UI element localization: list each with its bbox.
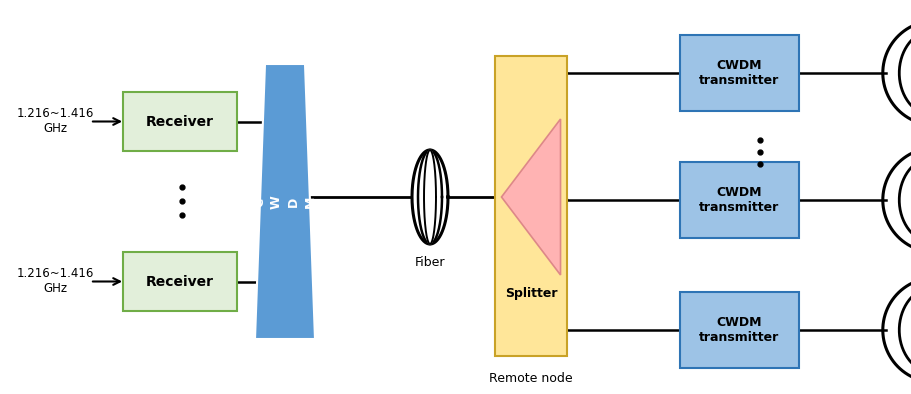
Text: CWDM
transmitter: CWDM transmitter <box>699 59 779 87</box>
Text: 1.216~1.416
GHz: 1.216~1.416 GHz <box>16 107 94 135</box>
Polygon shape <box>424 150 435 244</box>
FancyBboxPatch shape <box>680 162 798 238</box>
Polygon shape <box>501 119 560 275</box>
Polygon shape <box>417 150 442 244</box>
Text: C
W
D
M: C W D M <box>252 195 317 209</box>
Polygon shape <box>898 286 911 374</box>
FancyBboxPatch shape <box>680 35 798 111</box>
Text: Remote node: Remote node <box>488 372 572 385</box>
FancyBboxPatch shape <box>123 92 237 151</box>
Text: Splitter: Splitter <box>504 288 557 301</box>
Text: CWDM
transmitter: CWDM transmitter <box>699 316 779 344</box>
Polygon shape <box>898 30 911 117</box>
Polygon shape <box>255 64 314 339</box>
Text: Fiber: Fiber <box>415 256 445 269</box>
FancyBboxPatch shape <box>123 252 237 311</box>
Text: 1.216~1.416
GHz: 1.216~1.416 GHz <box>16 267 94 295</box>
Polygon shape <box>412 150 447 244</box>
FancyBboxPatch shape <box>680 292 798 368</box>
Polygon shape <box>898 156 911 243</box>
Text: Receiver: Receiver <box>146 275 214 288</box>
FancyBboxPatch shape <box>495 56 567 356</box>
Text: CWDM
transmitter: CWDM transmitter <box>699 186 779 214</box>
Text: Receiver: Receiver <box>146 115 214 128</box>
